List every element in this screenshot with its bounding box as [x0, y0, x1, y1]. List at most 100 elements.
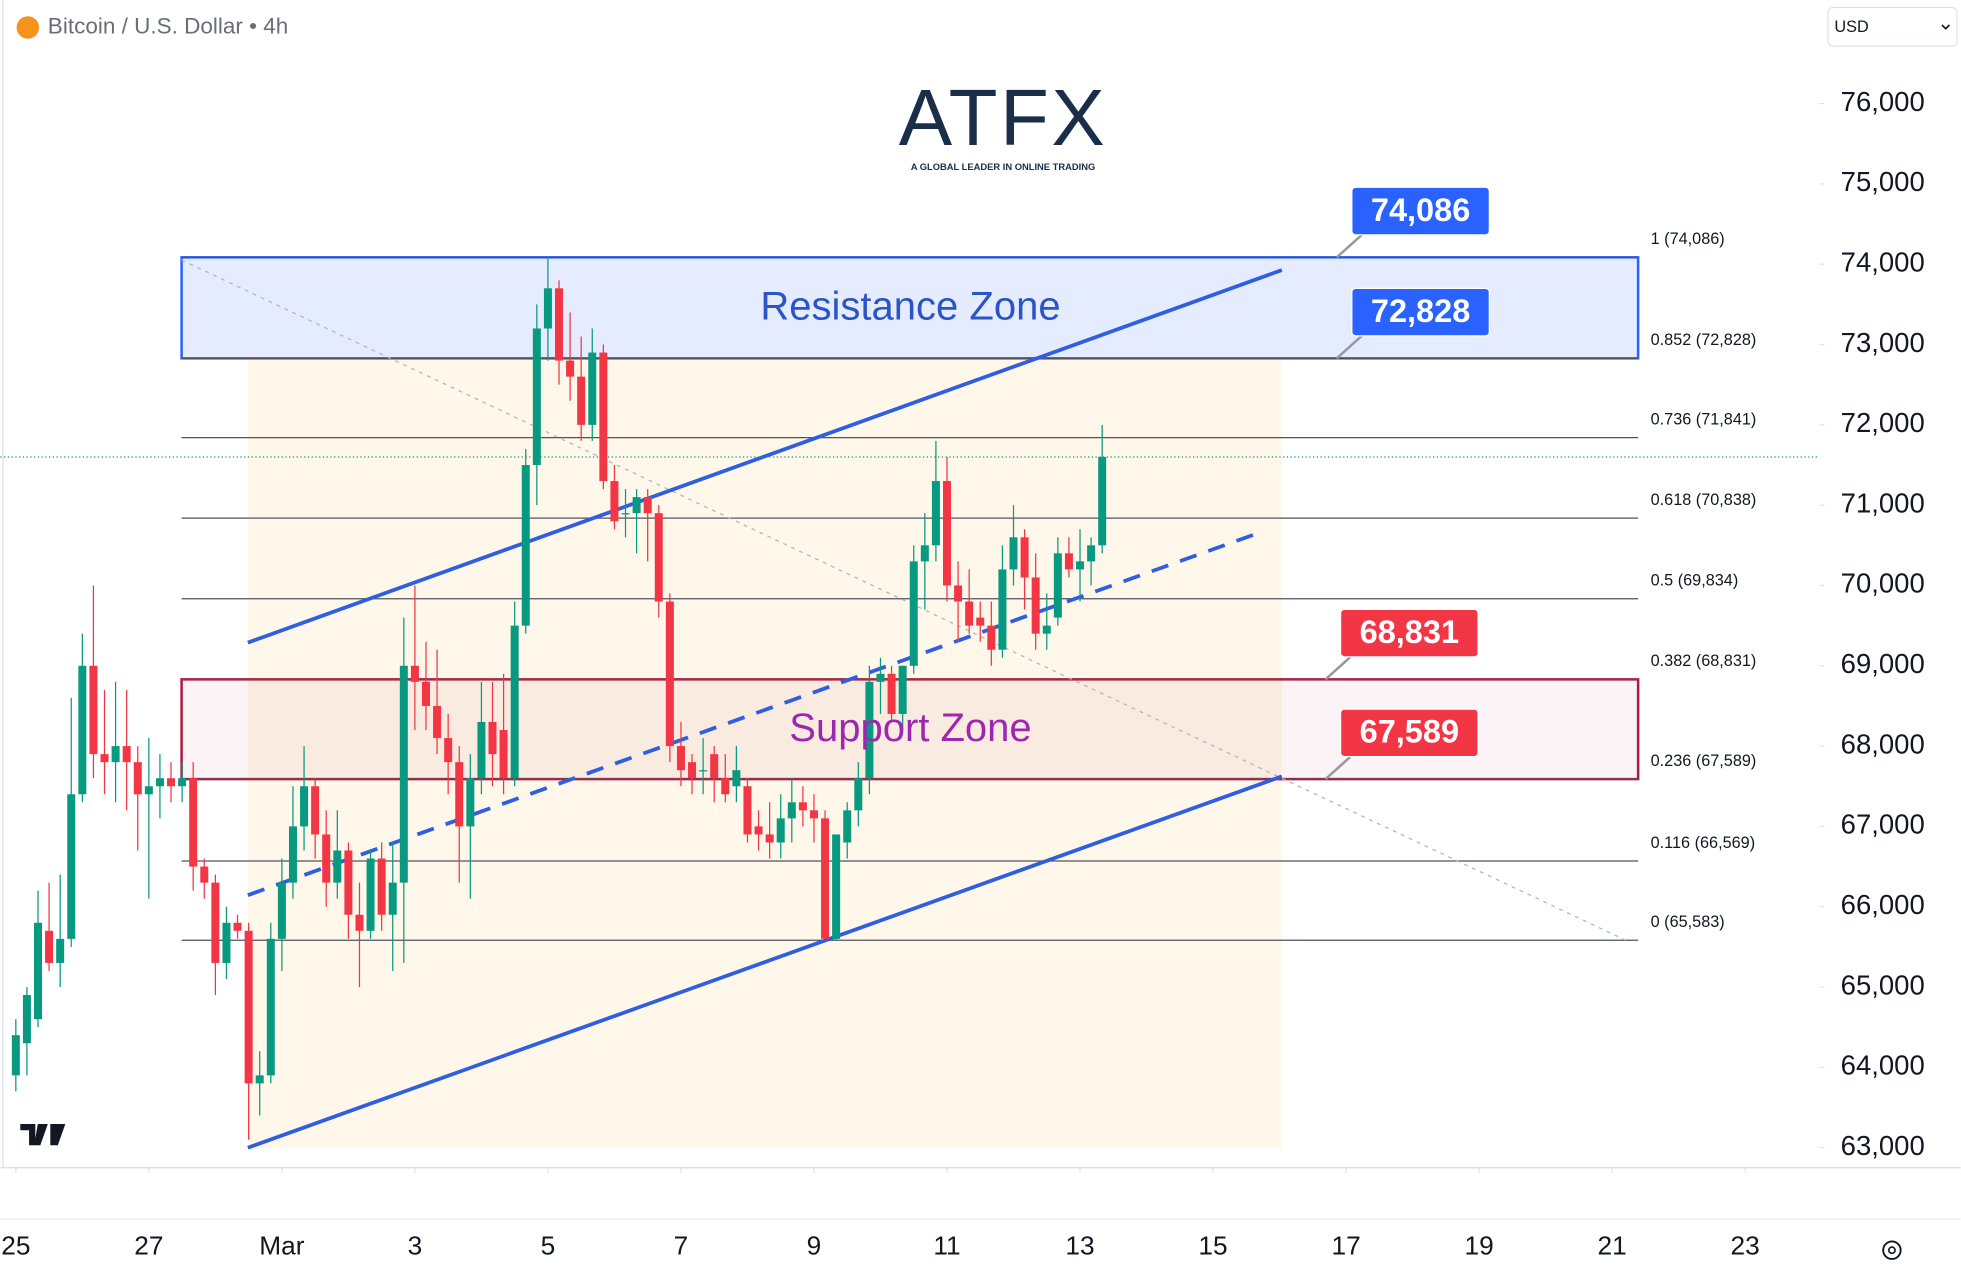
candle-body	[1020, 537, 1029, 578]
candle-body	[865, 681, 874, 779]
candle-body	[555, 288, 564, 361]
candle-body	[632, 497, 641, 514]
candle-body	[743, 786, 752, 835]
candle-body	[599, 352, 608, 482]
candle-body	[89, 665, 98, 755]
candle-body	[333, 850, 342, 883]
candle-body	[887, 673, 896, 714]
candle-body	[22, 995, 31, 1044]
zone-label: Support Zone	[789, 706, 1031, 750]
candle-body	[100, 754, 109, 763]
y-tick-label: 71,000	[1841, 487, 1925, 518]
logo-tagline: A GLOBAL LEADER IN ONLINE TRADING	[911, 162, 1096, 172]
candle-body	[133, 762, 142, 795]
candle-body	[510, 625, 519, 779]
y-tick-label: 69,000	[1841, 648, 1925, 679]
fib-label: 1 (74,086)	[1651, 230, 1725, 248]
fib-label: 0.736 (71,841)	[1651, 410, 1757, 428]
candle-body	[200, 866, 209, 883]
callout-pointer	[1324, 755, 1352, 781]
candle-body	[710, 754, 719, 779]
candle-body	[222, 922, 231, 963]
candle-body	[1076, 561, 1085, 570]
callout-pointer	[1335, 334, 1363, 360]
price-callout-label: 68,831	[1360, 614, 1459, 650]
candle-body	[654, 513, 663, 602]
candle-body	[1009, 537, 1018, 570]
candle-body	[920, 545, 929, 562]
candle-body	[233, 922, 242, 931]
candle-body	[178, 778, 187, 787]
candle-body	[798, 802, 807, 811]
candle-body	[288, 826, 297, 883]
candle-body	[266, 938, 275, 1076]
candle-body	[444, 738, 453, 763]
x-tick-label: 9	[807, 1231, 822, 1261]
x-tick-label: 7	[674, 1231, 689, 1261]
y-tick-label: 72,000	[1841, 407, 1925, 438]
y-tick-label: 65,000	[1841, 969, 1925, 1000]
candle-body	[311, 786, 320, 835]
candle-body	[344, 850, 353, 915]
candle-body	[1064, 553, 1073, 570]
candle-body	[366, 858, 375, 931]
candle-body	[876, 673, 885, 682]
price-callout-label: 72,828	[1371, 293, 1470, 329]
candle-body	[954, 585, 963, 602]
candle-body	[976, 617, 985, 626]
y-tick-label: 73,000	[1841, 327, 1925, 358]
candle-body	[211, 882, 220, 963]
candle-body	[721, 778, 730, 795]
candle-body	[45, 930, 54, 963]
candle-body	[621, 513, 630, 515]
candle-body	[699, 770, 708, 772]
price-callout-label: 74,086	[1371, 192, 1470, 228]
candle-body	[1098, 456, 1107, 546]
x-tick-label: 13	[1065, 1231, 1094, 1261]
fib-label: 0.236 (67,589)	[1651, 752, 1757, 770]
settings-icon[interactable]	[1882, 1240, 1902, 1260]
candle-body	[754, 826, 763, 835]
currency-select[interactable]	[1827, 6, 1958, 47]
candle-body	[377, 858, 386, 915]
candle-body	[355, 914, 364, 931]
candle-body	[643, 497, 652, 514]
candle-body	[854, 778, 863, 811]
logo-name: ATFX	[899, 73, 1108, 162]
candle-body	[300, 786, 309, 827]
candle-body	[821, 818, 830, 939]
candle-body	[787, 802, 796, 819]
candle-body	[33, 922, 43, 1020]
y-tick-label: 76,000	[1841, 86, 1925, 117]
candle-body	[466, 778, 475, 827]
y-tick-label: 68,000	[1841, 728, 1925, 759]
x-tick-label: 17	[1331, 1231, 1360, 1261]
candle-body	[477, 721, 486, 779]
y-tick-label: 67,000	[1841, 809, 1925, 840]
x-tick-label: 27	[134, 1231, 163, 1261]
candle-body	[665, 601, 674, 747]
candle-body	[776, 818, 785, 843]
candle-body	[56, 938, 65, 963]
candle-body	[78, 665, 87, 795]
price-callout-label: 67,589	[1360, 714, 1459, 750]
candle-body	[244, 930, 253, 1084]
zone-label: Resistance Zone	[760, 285, 1060, 329]
fib-label: 0.618 (70,838)	[1651, 491, 1757, 509]
y-tick-label: 75,000	[1841, 166, 1925, 197]
candle-body	[167, 778, 176, 787]
candle-body	[676, 746, 685, 771]
candle-body	[122, 746, 131, 763]
price-callout	[1351, 287, 1490, 337]
candle-body	[421, 681, 430, 706]
candle-body	[843, 810, 852, 843]
candle-body	[987, 625, 996, 650]
candle-body	[67, 794, 76, 939]
y-tick-label: 74,000	[1841, 246, 1925, 277]
candle-body	[277, 882, 286, 939]
candle-body	[898, 665, 907, 714]
fib-label: 0.852 (72,828)	[1651, 331, 1757, 349]
callout-pointer	[1324, 655, 1352, 681]
candle-body	[1042, 625, 1051, 634]
